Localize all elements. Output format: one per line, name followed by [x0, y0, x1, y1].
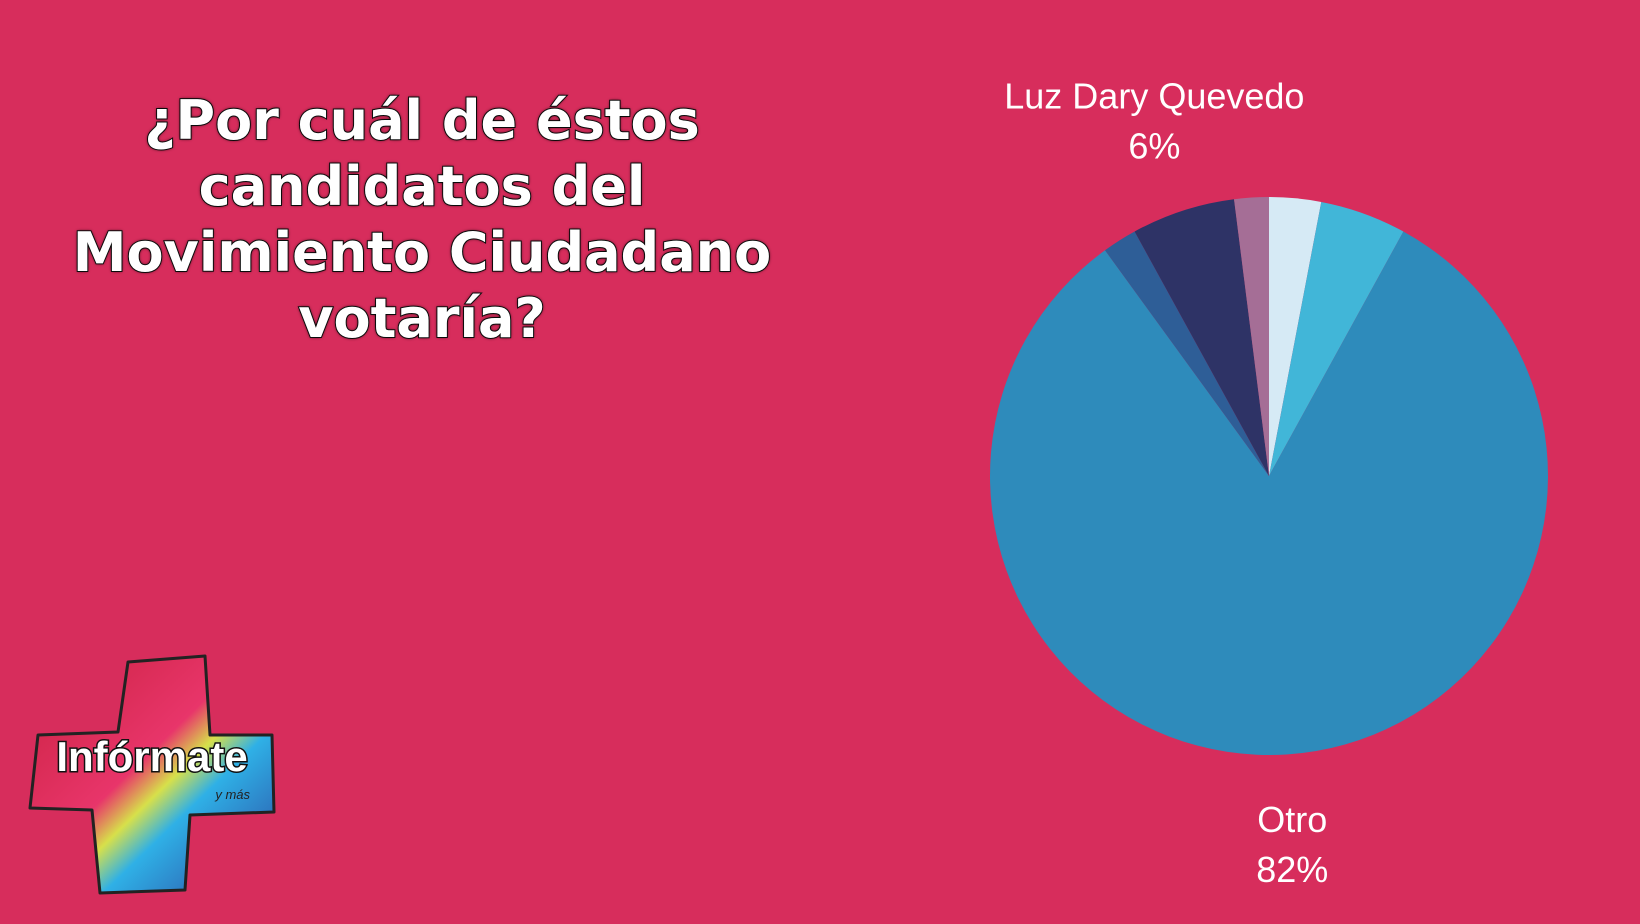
- chart-title: ¿Por cuál de éstos candidatos del Movimi…: [72, 88, 772, 351]
- pie-slice: [1234, 197, 1269, 476]
- pie-slice: [1134, 199, 1269, 476]
- slice-value-label: 6%: [1128, 126, 1180, 167]
- pie-slice: [990, 231, 1548, 755]
- logo: Infórmate y más: [28, 654, 276, 895]
- slice-label: Luz Dary Quevedo: [1004, 76, 1304, 117]
- slice-label: Otro: [1257, 799, 1327, 840]
- pie-slice: [1105, 231, 1269, 476]
- pie-slice: [1269, 201, 1404, 476]
- logo-subtext: y más: [214, 787, 250, 802]
- pie-slice: [1269, 197, 1322, 476]
- logo-text: Infórmate: [56, 733, 247, 780]
- slice-value-label: 82%: [1256, 849, 1328, 890]
- logo-cross: [28, 654, 276, 895]
